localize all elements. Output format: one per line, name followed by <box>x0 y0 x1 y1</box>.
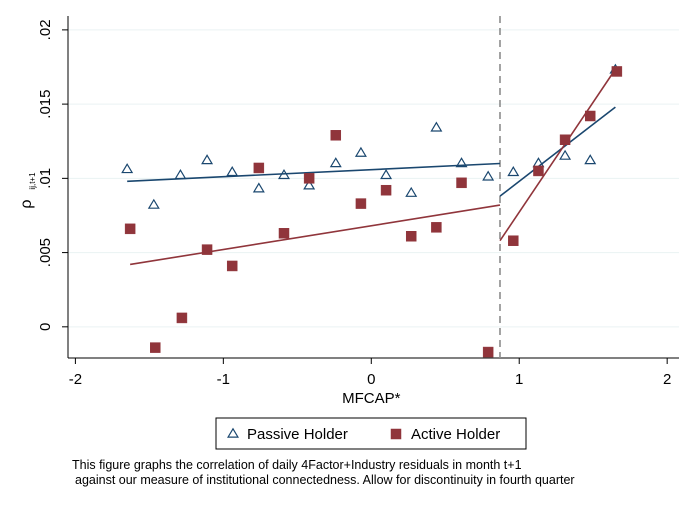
legend-passive-marker <box>227 427 239 438</box>
active-point <box>226 260 238 272</box>
passive-point <box>354 146 367 157</box>
x-tick-label: -1 <box>217 371 230 388</box>
active-point <box>124 223 136 235</box>
passive-point <box>121 163 134 174</box>
legend-active-marker <box>390 428 402 440</box>
active-point <box>355 198 367 209</box>
x-tick-label: 1 <box>515 371 523 388</box>
active-point <box>176 312 188 324</box>
active-point <box>559 134 571 145</box>
passive-point <box>430 121 443 132</box>
passive-point <box>303 179 316 190</box>
passive-point <box>380 169 393 180</box>
legend-passive-label: Passive Holder <box>247 426 348 443</box>
legend-active-label: Active Holder <box>411 426 500 443</box>
passive-point <box>482 170 495 181</box>
scatter-chart: 0 .005 .01 .015 .02 -2 -1 0 1 2 MFCAP* ρ ij,t+1 Passi… <box>18 16 679 450</box>
fit-line <box>127 162 501 183</box>
x-tick-label: 2 <box>663 371 671 388</box>
passive-point <box>201 154 214 165</box>
passive-point <box>455 157 468 168</box>
figure-caption: This figure graphs the correlation of da… <box>72 458 682 488</box>
active-point <box>584 110 596 122</box>
active-point <box>482 346 494 358</box>
y-tick-label: .005 <box>37 238 54 267</box>
y-tick-label: .02 <box>37 19 54 40</box>
active-point <box>456 177 467 189</box>
passive-point <box>329 157 342 168</box>
active-point <box>150 342 161 353</box>
passive-point <box>507 166 520 177</box>
active-point <box>405 231 417 242</box>
passive-point <box>147 198 160 209</box>
x-tick-label: 0 <box>367 371 375 388</box>
x-tick-label: -2 <box>69 371 82 388</box>
active-point <box>533 165 544 177</box>
legend-box <box>215 417 527 450</box>
y-tick-label: .01 <box>37 168 54 189</box>
y-axis-title-subscript: ij,t+1 <box>28 172 37 190</box>
caption-line-1: This figure graphs the correlation of da… <box>72 458 522 472</box>
active-point <box>253 162 265 174</box>
caption-line-2: against our measure of institutional con… <box>75 473 575 487</box>
passive-point <box>405 186 418 197</box>
fit-line <box>499 66 618 242</box>
active-point <box>431 222 442 233</box>
fit-line <box>130 204 501 266</box>
active-point <box>611 66 623 77</box>
active-point <box>278 228 290 239</box>
passive-point <box>252 182 265 193</box>
active-point <box>201 244 213 255</box>
passive-point <box>584 154 597 165</box>
active-point <box>303 173 315 184</box>
y-tick-label: 0 <box>37 323 54 331</box>
y-axis-title: ρ <box>18 199 35 208</box>
passive-point <box>532 157 545 168</box>
passive-point <box>174 169 187 180</box>
active-point <box>330 130 342 141</box>
fit-line <box>499 106 616 197</box>
x-axis-title: MFCAP* <box>342 390 401 407</box>
active-point <box>380 184 392 196</box>
y-tick-label: .015 <box>37 90 54 119</box>
active-point <box>508 235 519 246</box>
passive-point <box>278 169 290 180</box>
passive-point <box>559 149 572 160</box>
passive-point <box>226 166 239 177</box>
